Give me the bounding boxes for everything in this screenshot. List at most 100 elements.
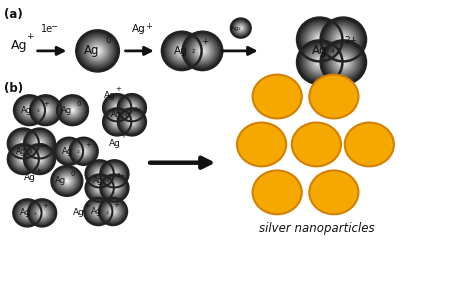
Circle shape <box>91 45 103 57</box>
Circle shape <box>107 112 128 132</box>
Circle shape <box>37 208 47 218</box>
Circle shape <box>107 97 128 118</box>
Circle shape <box>11 132 35 155</box>
Text: Ag: Ag <box>111 110 121 119</box>
Circle shape <box>57 139 81 163</box>
Text: +: + <box>84 203 90 209</box>
Circle shape <box>79 147 89 156</box>
Text: ₄: ₄ <box>330 46 334 55</box>
Circle shape <box>131 121 133 123</box>
Circle shape <box>36 101 55 119</box>
Circle shape <box>113 173 116 175</box>
Circle shape <box>16 136 31 151</box>
Text: +: + <box>145 22 152 31</box>
Circle shape <box>59 141 79 161</box>
Circle shape <box>337 57 349 68</box>
Circle shape <box>118 108 146 136</box>
Circle shape <box>29 149 50 169</box>
Circle shape <box>166 35 198 66</box>
Text: ₄: ₄ <box>30 149 33 154</box>
Circle shape <box>121 112 143 132</box>
Circle shape <box>29 200 55 226</box>
Circle shape <box>87 176 113 201</box>
Circle shape <box>59 173 75 188</box>
Circle shape <box>33 204 52 222</box>
Circle shape <box>176 46 187 56</box>
Circle shape <box>299 42 340 82</box>
Circle shape <box>116 121 118 123</box>
Circle shape <box>57 95 88 125</box>
Text: Ag: Ag <box>132 24 146 34</box>
Circle shape <box>38 103 53 117</box>
Circle shape <box>334 30 353 49</box>
Circle shape <box>18 139 28 148</box>
Circle shape <box>37 102 54 118</box>
Circle shape <box>34 99 57 121</box>
Circle shape <box>52 167 82 195</box>
Circle shape <box>93 207 103 216</box>
Circle shape <box>14 200 41 226</box>
Text: +: + <box>36 168 42 174</box>
Text: 0: 0 <box>70 171 75 177</box>
Circle shape <box>16 97 43 123</box>
Circle shape <box>103 94 131 121</box>
Circle shape <box>90 165 109 183</box>
Circle shape <box>27 212 28 214</box>
Circle shape <box>21 102 38 118</box>
Circle shape <box>13 199 42 226</box>
Ellipse shape <box>345 122 394 166</box>
Circle shape <box>121 97 143 118</box>
Circle shape <box>35 206 50 220</box>
Circle shape <box>162 32 201 70</box>
Circle shape <box>103 108 131 136</box>
Circle shape <box>334 53 353 72</box>
Circle shape <box>131 106 133 109</box>
Circle shape <box>237 24 245 32</box>
Circle shape <box>88 162 111 185</box>
Circle shape <box>97 172 102 176</box>
Text: Ag: Ag <box>174 46 188 56</box>
Circle shape <box>68 106 77 114</box>
Text: 2+: 2+ <box>116 173 125 178</box>
Circle shape <box>87 41 108 61</box>
Circle shape <box>15 96 44 124</box>
Circle shape <box>85 160 114 187</box>
Circle shape <box>8 144 39 174</box>
Circle shape <box>24 128 55 159</box>
Circle shape <box>27 107 33 113</box>
Text: 2+: 2+ <box>40 143 49 148</box>
Circle shape <box>83 150 85 152</box>
Circle shape <box>60 174 74 188</box>
Circle shape <box>116 106 118 109</box>
Text: ₂: ₂ <box>192 46 195 55</box>
Circle shape <box>86 200 110 224</box>
Text: Ag: Ag <box>24 173 36 182</box>
Circle shape <box>326 23 360 56</box>
Circle shape <box>75 143 92 159</box>
Circle shape <box>326 46 360 79</box>
Circle shape <box>307 27 333 52</box>
Circle shape <box>110 101 124 114</box>
Circle shape <box>66 148 72 154</box>
Circle shape <box>33 98 58 122</box>
Circle shape <box>25 210 30 216</box>
Circle shape <box>40 211 44 215</box>
Circle shape <box>30 150 49 168</box>
Circle shape <box>189 38 216 64</box>
Circle shape <box>69 107 76 114</box>
Circle shape <box>125 101 139 114</box>
Circle shape <box>63 146 74 157</box>
Circle shape <box>109 182 120 194</box>
Ellipse shape <box>310 74 358 118</box>
Circle shape <box>93 46 102 55</box>
Circle shape <box>37 157 42 162</box>
Circle shape <box>70 138 98 165</box>
Circle shape <box>28 148 51 170</box>
Circle shape <box>67 150 71 153</box>
Circle shape <box>88 177 111 199</box>
Circle shape <box>28 132 51 155</box>
Circle shape <box>322 19 364 60</box>
Circle shape <box>178 47 186 55</box>
Circle shape <box>324 21 362 58</box>
Circle shape <box>22 142 25 145</box>
